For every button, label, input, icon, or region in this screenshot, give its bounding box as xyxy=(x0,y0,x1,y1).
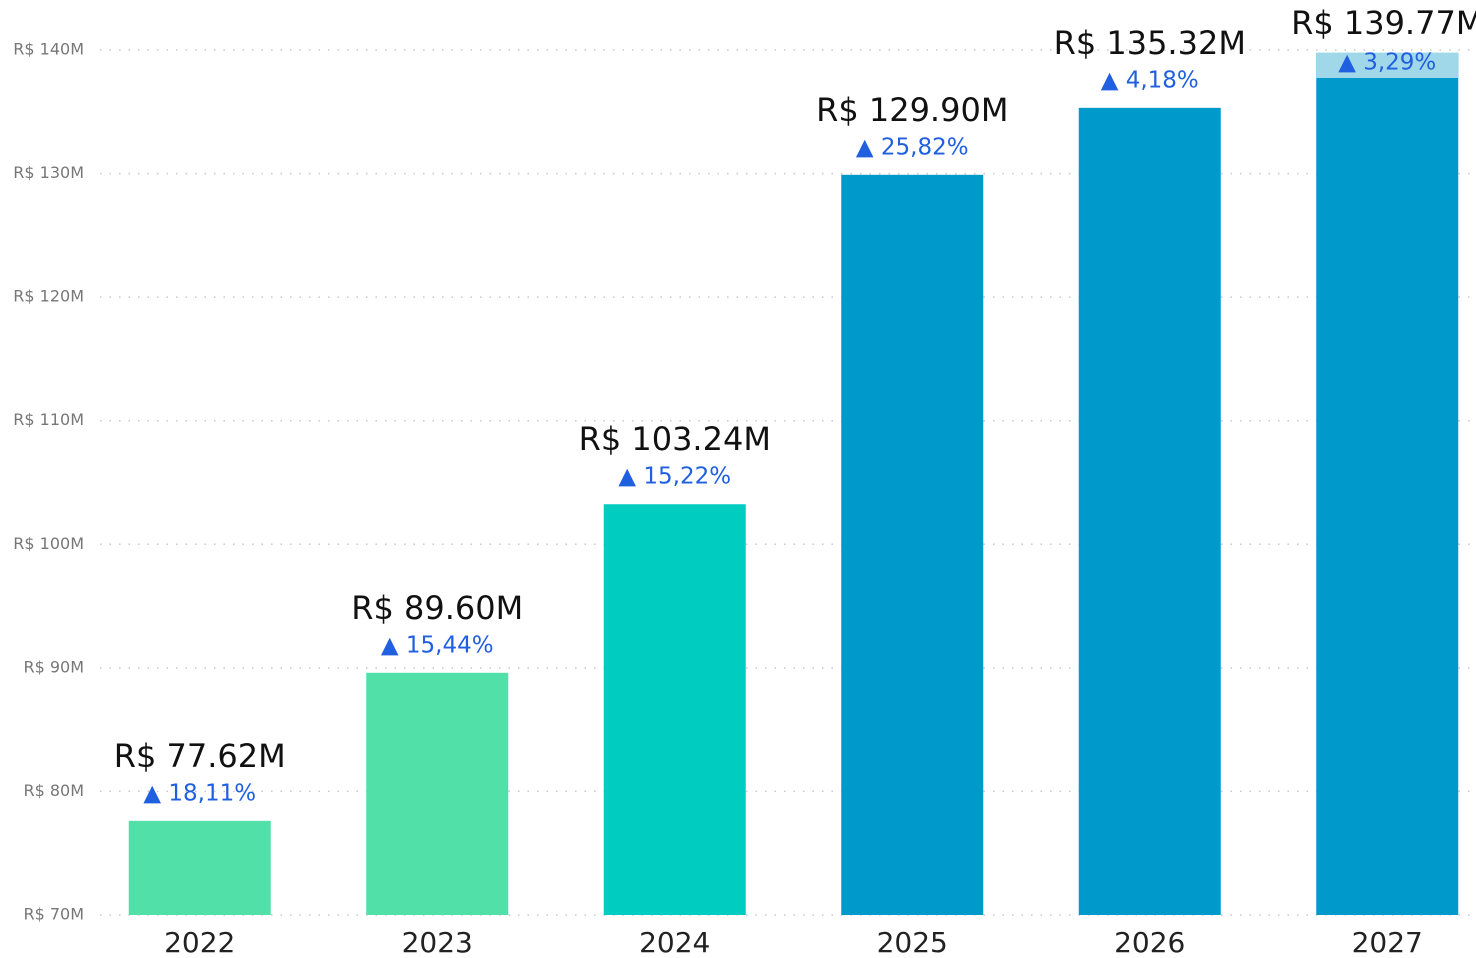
y-tick-label: R$ 130M xyxy=(13,163,84,182)
change-label: ▲ 15,44% xyxy=(381,632,494,658)
change-label: ▲ 25,82% xyxy=(856,134,969,160)
bar xyxy=(603,504,746,915)
bar xyxy=(128,820,271,915)
x-tick-label: 2024 xyxy=(639,926,710,958)
change-label: ▲ 15,22% xyxy=(618,464,731,490)
bar xyxy=(841,174,984,916)
bar xyxy=(1316,52,1459,915)
value-label: R$ 103.24M xyxy=(579,420,771,458)
change-label: ▲ 4,18% xyxy=(1101,67,1199,93)
value-label: R$ 129.90M xyxy=(816,91,1008,129)
label-background xyxy=(1316,52,1459,78)
y-tick-label: R$ 110M xyxy=(13,410,84,429)
value-label: R$ 135.32M xyxy=(1054,24,1246,62)
value-label: R$ 139.77M xyxy=(1291,4,1476,42)
y-tick-label: R$ 80M xyxy=(23,781,84,800)
y-tick-label: R$ 70M xyxy=(23,905,84,924)
x-tick-label: 2026 xyxy=(1114,926,1185,958)
bar xyxy=(366,672,509,915)
x-tick-label: 2025 xyxy=(877,926,948,958)
y-tick-label: R$ 100M xyxy=(13,534,84,553)
x-tick-label: 2022 xyxy=(164,926,235,958)
y-tick-label: R$ 140M xyxy=(13,40,84,59)
value-label: R$ 77.62M xyxy=(114,737,286,775)
bar xyxy=(1078,107,1221,916)
x-tick-label: 2023 xyxy=(402,926,473,958)
y-tick-label: R$ 120M xyxy=(13,287,84,306)
x-tick-label: 2027 xyxy=(1352,926,1423,958)
change-label: ▲ 3,29% xyxy=(1338,50,1436,76)
value-label: R$ 89.60M xyxy=(351,589,523,627)
change-label: ▲ 18,11% xyxy=(143,780,256,806)
y-tick-label: R$ 90M xyxy=(23,657,84,676)
